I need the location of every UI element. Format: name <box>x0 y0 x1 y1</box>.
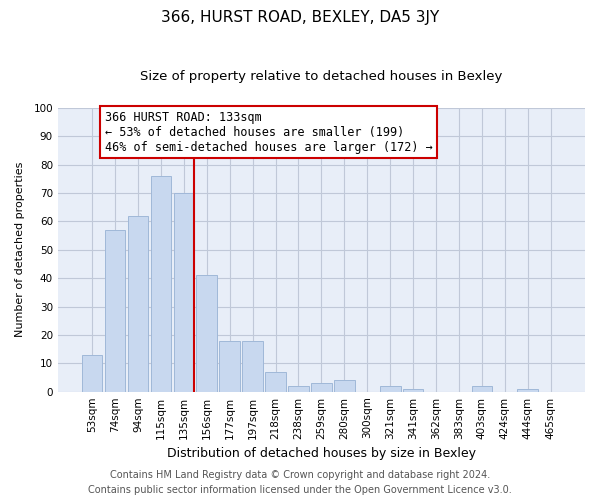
Bar <box>151 176 171 392</box>
Bar <box>82 355 103 392</box>
Y-axis label: Number of detached properties: Number of detached properties <box>15 162 25 338</box>
Bar <box>105 230 125 392</box>
Bar <box>220 340 240 392</box>
X-axis label: Distribution of detached houses by size in Bexley: Distribution of detached houses by size … <box>167 447 476 460</box>
Title: Size of property relative to detached houses in Bexley: Size of property relative to detached ho… <box>140 70 503 83</box>
Bar <box>128 216 148 392</box>
Bar <box>173 193 194 392</box>
Bar <box>311 383 332 392</box>
Bar <box>265 372 286 392</box>
Bar <box>472 386 492 392</box>
Text: Contains HM Land Registry data © Crown copyright and database right 2024.
Contai: Contains HM Land Registry data © Crown c… <box>88 470 512 495</box>
Bar <box>242 340 263 392</box>
Bar <box>334 380 355 392</box>
Bar <box>403 389 424 392</box>
Text: 366, HURST ROAD, BEXLEY, DA5 3JY: 366, HURST ROAD, BEXLEY, DA5 3JY <box>161 10 439 25</box>
Text: 366 HURST ROAD: 133sqm
← 53% of detached houses are smaller (199)
46% of semi-de: 366 HURST ROAD: 133sqm ← 53% of detached… <box>105 110 433 154</box>
Bar <box>380 386 401 392</box>
Bar <box>288 386 309 392</box>
Bar <box>196 276 217 392</box>
Bar <box>517 389 538 392</box>
